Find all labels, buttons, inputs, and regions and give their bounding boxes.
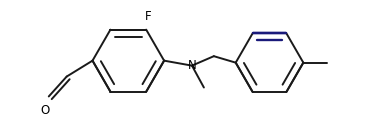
Text: O: O bbox=[40, 104, 49, 117]
Text: N: N bbox=[188, 59, 197, 72]
Text: F: F bbox=[145, 10, 152, 23]
